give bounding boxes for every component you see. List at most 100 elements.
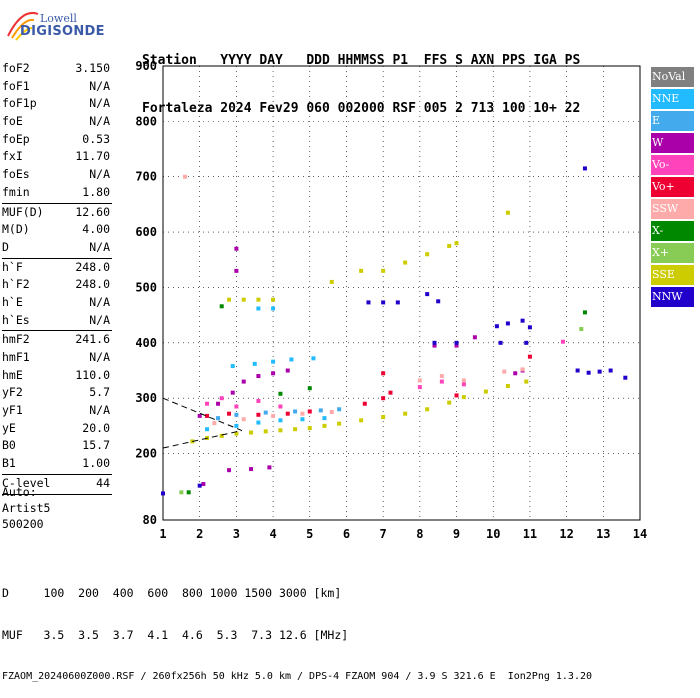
echo-point-ssw xyxy=(241,417,246,422)
echo-point-nnw xyxy=(524,340,529,345)
param-row: yF2 5.7 xyxy=(2,384,112,402)
echo-point-vo- xyxy=(205,401,210,406)
echo-point-w xyxy=(267,465,272,470)
echo-point-ssw xyxy=(329,410,334,415)
echo-point-sse xyxy=(234,431,239,436)
param-name: yE xyxy=(2,420,16,435)
echo-point-nne xyxy=(289,357,294,362)
echo-point-sse xyxy=(425,252,430,257)
header-values: Fortaleza 2024 Fev29 060 002000 RSF 005 … xyxy=(142,101,581,116)
echo-point-sse xyxy=(505,384,510,389)
param-row: M(D) 4.00 xyxy=(2,221,112,239)
echo-point-sse xyxy=(359,418,364,423)
echo-point-w xyxy=(201,482,206,487)
param-name: foEp xyxy=(2,131,30,146)
x-tick-label: 8 xyxy=(416,527,423,541)
echo-point-nnw xyxy=(608,368,613,373)
param-value: 5.7 xyxy=(89,385,110,400)
echo-point-ssw xyxy=(461,378,466,383)
echo-point-vo- xyxy=(417,385,422,390)
legend-item-w: W xyxy=(651,133,694,153)
echo-point-sse xyxy=(307,426,312,431)
param-value: N/A xyxy=(89,78,110,93)
echo-point-vo- xyxy=(362,401,367,406)
echo-point-e xyxy=(337,407,342,412)
legend-item-e: E xyxy=(651,111,694,131)
ionogram-plot: 1 2 3 4 5 6 7 8 9 10 11 12 13 14802003004005006007008… xyxy=(135,59,647,541)
echo-point-vo- xyxy=(278,404,283,409)
y-tick-label: 80 xyxy=(143,513,157,527)
param-row: fxI 11.70 xyxy=(2,148,112,166)
param-row: foF2 3.150 xyxy=(2,60,112,78)
legend-item-ssw: SSW xyxy=(651,199,694,219)
echo-point-w xyxy=(230,390,235,395)
param-row: h`F 248.0 xyxy=(2,259,112,277)
echo-point-ssw xyxy=(439,374,444,379)
echo-point-sse xyxy=(403,260,408,265)
echo-point-w xyxy=(271,371,276,376)
y-tick-label: 800 xyxy=(135,114,157,128)
param-value: 248.0 xyxy=(75,277,110,292)
param-row: foE N/A xyxy=(2,113,112,131)
lowell-digisonde-logo: Lowell DIGISONDE xyxy=(4,6,124,46)
echo-point-x- xyxy=(579,326,584,331)
param-name: hmE xyxy=(2,367,23,382)
param-value: 11.70 xyxy=(75,149,110,164)
x-tick-label: 9 xyxy=(453,527,460,541)
echo-point-e xyxy=(263,410,268,415)
param-row: foEs N/A xyxy=(2,166,112,184)
x-tick-label: 1 xyxy=(159,527,166,541)
param-separator xyxy=(2,493,112,495)
param-name: MUF(D) xyxy=(2,204,44,219)
param-separator xyxy=(2,202,112,204)
param-separator xyxy=(2,330,112,332)
echo-point-w xyxy=(472,335,477,340)
echo-point-vo- xyxy=(388,390,393,395)
x-tick-label: 13 xyxy=(596,527,610,541)
echo-point-ssw xyxy=(212,421,217,426)
param-name: foE xyxy=(2,114,23,129)
echo-point-ssw xyxy=(271,413,276,418)
echo-point-nnw xyxy=(586,370,591,375)
y-tick-label: 200 xyxy=(135,447,157,461)
param-name: B0 xyxy=(2,438,16,453)
echo-point-sse xyxy=(454,241,459,246)
echo-point-nnw xyxy=(161,491,165,496)
param-row: B0 15.7 xyxy=(2,437,112,455)
param-value: 1.00 xyxy=(82,456,110,471)
echo-point-nne xyxy=(256,306,261,311)
y-tick-label: 300 xyxy=(135,391,157,405)
muf-row: MUF 3.5 3.5 3.7 4.1 4.6 5.3 7.3 12.6 [MH… xyxy=(2,628,349,642)
topside-profile-curve xyxy=(162,397,243,431)
echo-point-sse xyxy=(219,433,224,438)
echo-point-x- xyxy=(186,490,191,495)
param-row: h`E N/A xyxy=(2,294,112,312)
echo-point-nnw xyxy=(432,340,437,345)
param-separator xyxy=(2,473,112,475)
param-name: foF1p xyxy=(2,96,37,111)
x-tick-label: 2 xyxy=(196,527,203,541)
param-row: h`F2 248.0 xyxy=(2,276,112,294)
legend-item-sse: SSE xyxy=(651,265,694,285)
param-row: foEp 0.53 xyxy=(2,131,112,149)
echo-point-x- xyxy=(307,386,312,391)
param-value: 20.0 xyxy=(82,420,110,435)
echo-point-vo- xyxy=(439,379,444,384)
echo-point-sse xyxy=(483,389,488,394)
distance-row: D 100 200 400 600 800 1000 1500 3000 [km… xyxy=(2,586,342,600)
param-value: 241.6 xyxy=(75,332,110,347)
axis-ticks: 1 2 3 4 5 6 7 8 9 10 11 12 13 14802003004005006007008… xyxy=(135,59,647,541)
echo-point-w xyxy=(513,371,518,376)
param-row: C-level 44 xyxy=(2,475,112,493)
auto-version: 500200 xyxy=(2,517,44,531)
legend-item-vo-: Vo+ xyxy=(651,177,694,197)
echo-point-nne xyxy=(311,356,316,361)
param-row: D N/A xyxy=(2,239,112,257)
echo-point-sse xyxy=(337,421,342,426)
param-name: foF1 xyxy=(2,78,30,93)
echo-point-nne xyxy=(322,416,327,421)
echo-point-nnw xyxy=(381,300,386,305)
param-value: N/A xyxy=(89,312,110,327)
param-name: B1 xyxy=(2,456,16,471)
echo-point-vo- xyxy=(307,409,312,414)
